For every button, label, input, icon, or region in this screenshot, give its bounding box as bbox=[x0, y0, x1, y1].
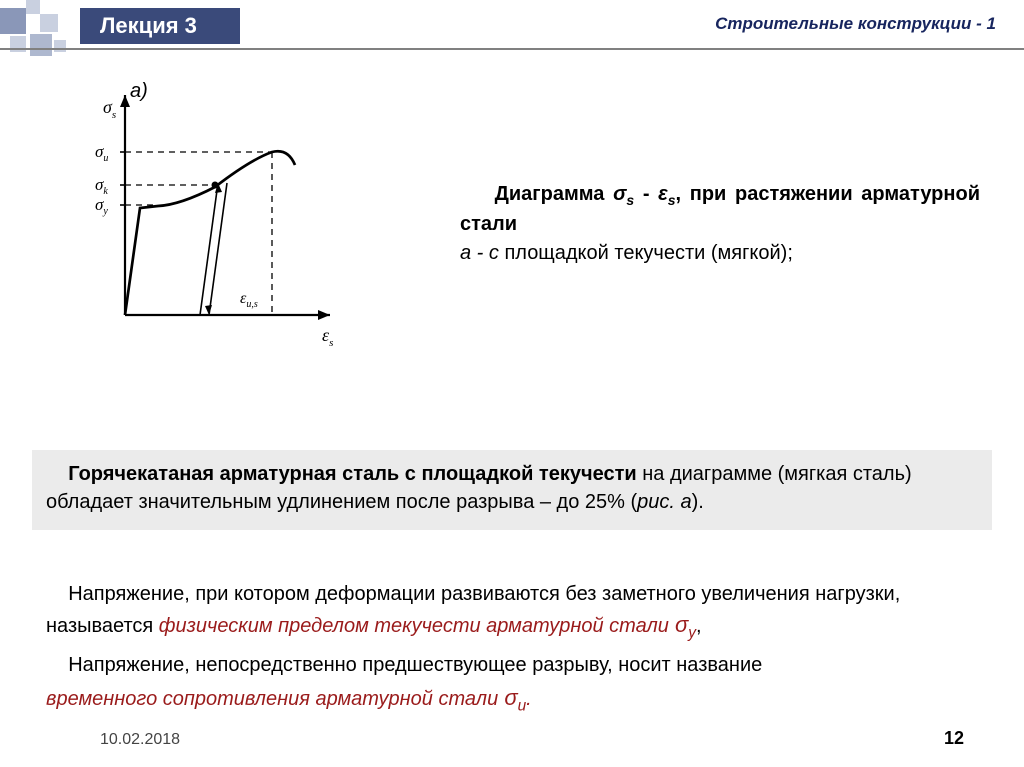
paragraph-2: Напряжение, непосредственно предшествующ… bbox=[46, 651, 978, 680]
epsilon-s: εs bbox=[658, 183, 675, 205]
svg-text:σu: σu bbox=[95, 142, 108, 164]
footer-page-number: 12 bbox=[944, 728, 964, 749]
paragraph-1: Напряжение, при котором деформации разви… bbox=[46, 580, 978, 645]
highlight-bold: Горячекатаная арматурная сталь с площадк… bbox=[68, 463, 636, 485]
svg-text:σs: σs bbox=[103, 97, 116, 121]
svg-text:εu,s: εu,s bbox=[240, 290, 258, 310]
header-divider bbox=[0, 48, 1024, 50]
chart-svg: σs εs σu σkσy εu,s bbox=[80, 80, 360, 360]
svg-text:σk: σk bbox=[95, 175, 108, 197]
svg-text:εs: εs bbox=[322, 325, 333, 349]
lecture-title-bar: Лекция 3 bbox=[80, 8, 240, 44]
stress-strain-chart: a) σs εs σu σkσy εu,s bbox=[80, 80, 380, 400]
paragraph-2b: временного сопротивления арматурной стал… bbox=[46, 682, 978, 718]
chart-panel-label: a) bbox=[130, 80, 148, 103]
slide-corner-decoration bbox=[0, 0, 80, 70]
svg-text:σy: σy bbox=[95, 195, 108, 217]
body-paragraphs: Напряжение, при котором деформации разви… bbox=[46, 580, 978, 717]
term-ultimate-strength: временного сопротивления арматурной стал… bbox=[46, 688, 498, 710]
caption-a-c: a - c bbox=[460, 242, 499, 264]
highlight-box: Горячекатаная арматурная сталь с площадк… bbox=[32, 450, 992, 530]
diagram-caption: Диаграмма σs - εs, при растяжении армату… bbox=[460, 180, 980, 268]
term-yield-limit: физическим пределом текучести арматурной… bbox=[159, 615, 669, 637]
footer-date: 10.02.2018 bbox=[100, 731, 180, 749]
course-title: Строительные конструкции - 1 bbox=[715, 14, 996, 34]
caption-word: Диаграмма bbox=[495, 183, 613, 205]
sigma-s: σs bbox=[613, 183, 634, 205]
lecture-label: Лекция 3 bbox=[100, 13, 197, 38]
